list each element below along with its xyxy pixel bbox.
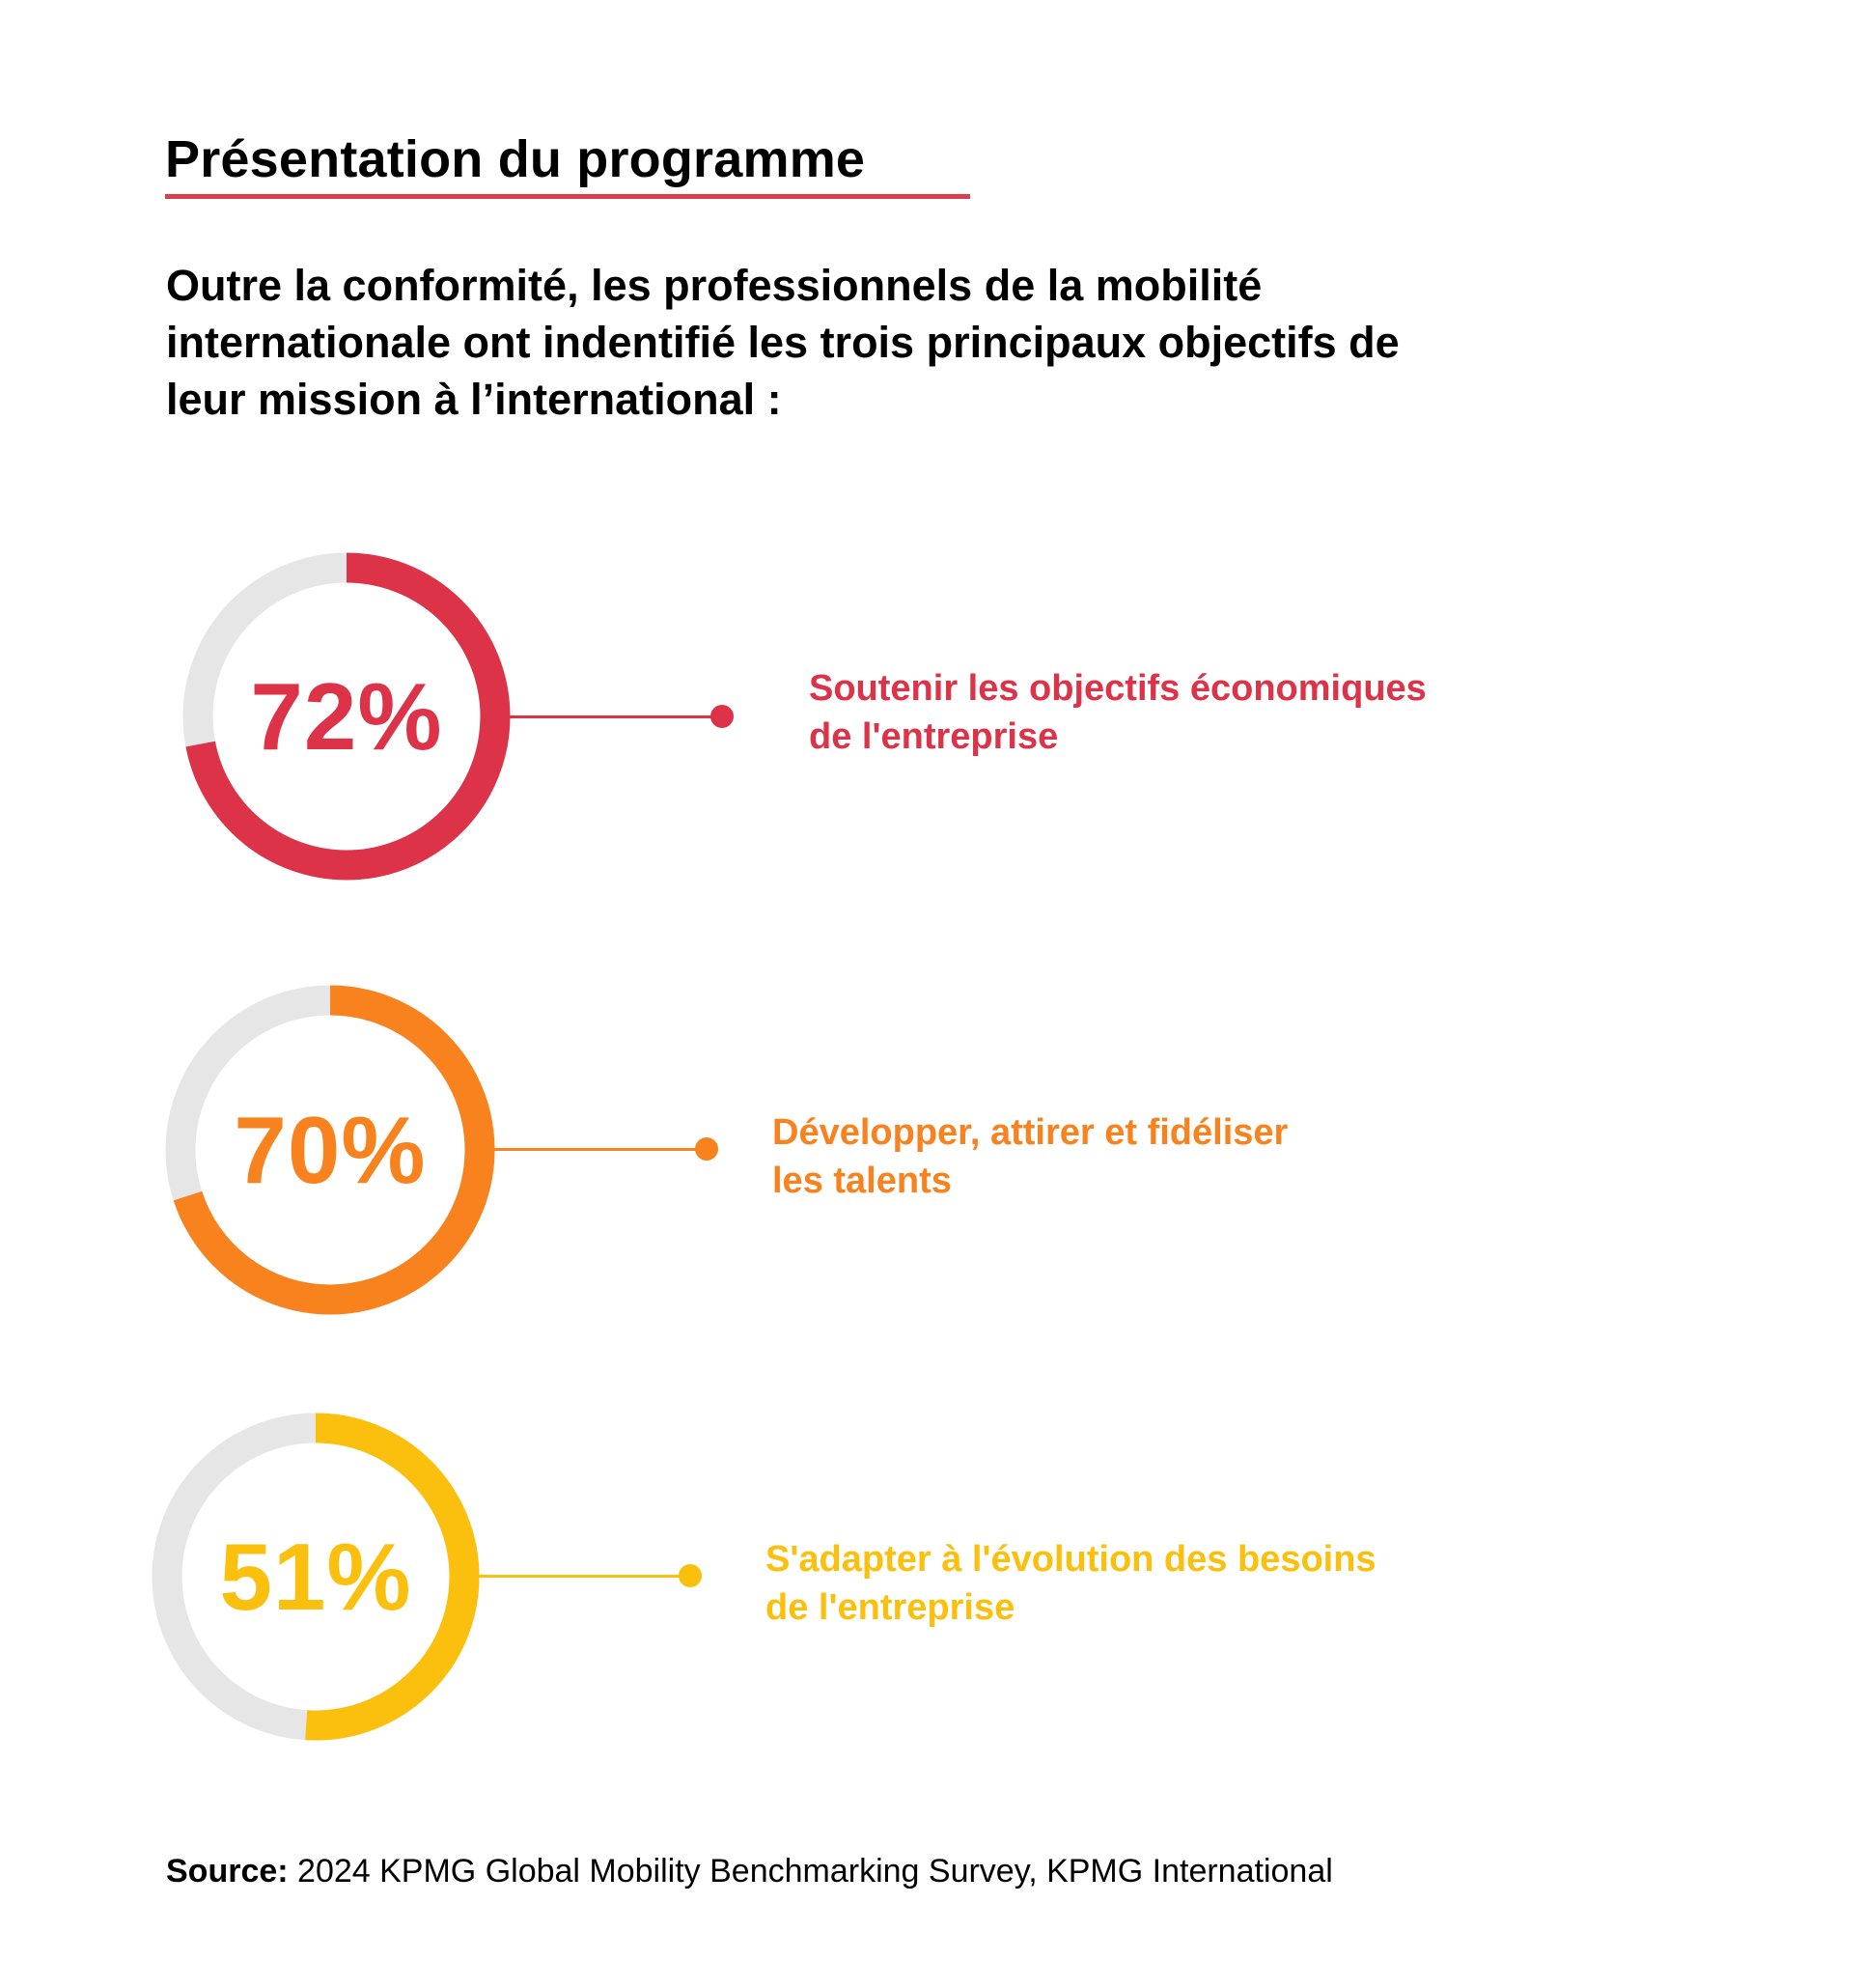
- objective-label-line: S'adapter à l'évolution des besoins: [765, 1539, 1376, 1580]
- objective-label: Développer, attirer et fidéliser les tal…: [772, 1108, 1288, 1205]
- source-text: 2024 KPMG Global Mobility Benchmarking S…: [288, 1853, 1333, 1890]
- donut-ring-72: [182, 552, 511, 881]
- connector-line: [510, 715, 722, 718]
- intro-line: Outre la conformité, les professionnels …: [166, 261, 1263, 310]
- source-prefix: Source:: [166, 1853, 289, 1890]
- connector-dot: [679, 1564, 702, 1587]
- intro-line: leur mission à l’international :: [166, 375, 782, 424]
- donut-ring-70: [165, 985, 495, 1315]
- percent-value: 72%: [250, 663, 443, 770]
- percent-value: 51%: [219, 1524, 412, 1630]
- connector-line: [494, 1148, 707, 1151]
- intro-line: internationale ont indentifié les trois …: [166, 318, 1400, 367]
- connector-line: [479, 1575, 691, 1578]
- percent-value: 70%: [234, 1097, 427, 1203]
- objective-label-line: Développer, attirer et fidéliser: [772, 1112, 1289, 1153]
- objective-label-line: de l'entreprise: [809, 716, 1059, 757]
- connector-dot: [695, 1137, 718, 1161]
- objective-label-line: les talents: [772, 1161, 952, 1201]
- intro-text: Outre la conformité, les professionnels …: [166, 257, 1730, 428]
- title-underline: [165, 194, 970, 199]
- source-note: Source: 2024 KPMG Global Mobility Benchm…: [166, 1852, 1333, 1890]
- page-title: Présentation du programme: [165, 130, 866, 188]
- objective-label: S'adapter à l'évolution des besoins de l…: [765, 1535, 1376, 1632]
- donut-ring-51: [152, 1413, 480, 1741]
- objective-label-line: de l'entreprise: [765, 1587, 1015, 1628]
- connector-dot: [710, 705, 734, 728]
- objective-label-line: Soutenir les objectifs économiques: [809, 668, 1427, 709]
- objective-label: Soutenir les objectifs économiques de l'…: [809, 664, 1427, 761]
